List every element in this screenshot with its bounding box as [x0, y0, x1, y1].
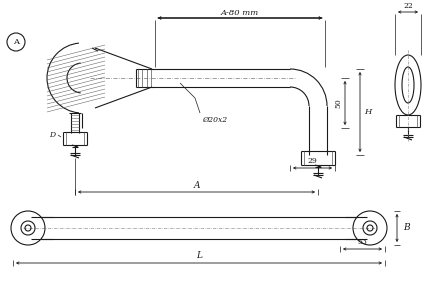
Text: L: L — [196, 251, 202, 260]
Text: 50: 50 — [334, 98, 342, 108]
Text: A-80 mm: A-80 mm — [221, 9, 259, 17]
Text: 22: 22 — [403, 2, 413, 10]
Text: H: H — [364, 108, 371, 116]
Text: 53: 53 — [358, 238, 368, 246]
Text: Ø20x2: Ø20x2 — [202, 116, 228, 124]
Text: A: A — [13, 38, 19, 46]
Text: D: D — [49, 131, 55, 139]
Text: B: B — [403, 223, 409, 232]
Text: A: A — [193, 181, 200, 190]
Text: 29: 29 — [308, 157, 317, 165]
